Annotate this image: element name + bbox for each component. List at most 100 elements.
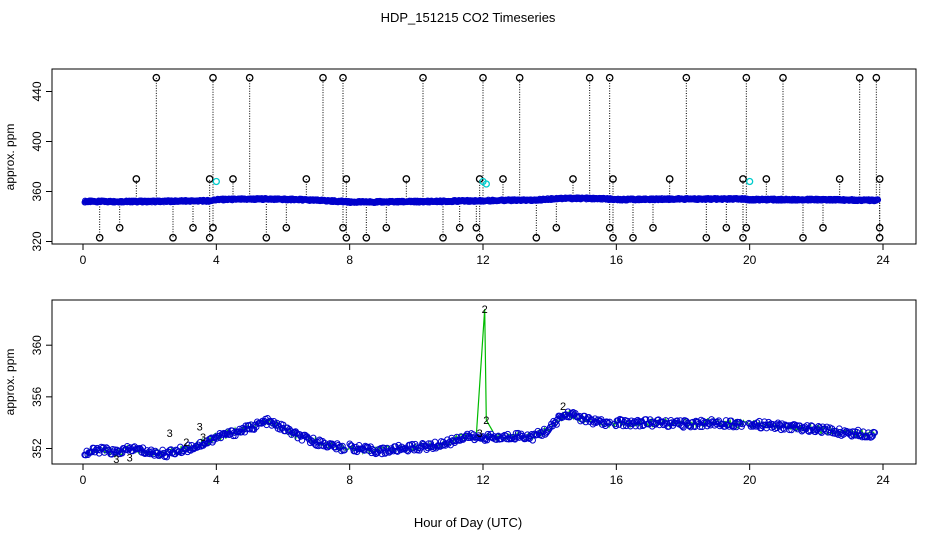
high-point (682, 73, 691, 82)
mean-point (523, 434, 530, 441)
low2-point (875, 223, 884, 232)
low2-point (209, 223, 217, 232)
low2-point (382, 223, 391, 232)
mid-point (762, 175, 771, 183)
mean-point (319, 438, 327, 445)
high-point (209, 73, 217, 82)
high-point (152, 73, 161, 82)
low-point (702, 233, 711, 242)
bottom-plot-frame (51, 299, 917, 465)
top-x-tick-label: 16 (610, 253, 624, 267)
top-axes: 0 4 8 12 16 20 24 320 360 400 440 (30, 81, 890, 267)
series-2-marker: 2 (483, 415, 489, 427)
top-plot-frame (51, 68, 917, 245)
mid-point (739, 175, 747, 183)
bottom-x-tick-label: 20 (743, 473, 757, 487)
mean-point (544, 427, 552, 434)
mean-point (605, 420, 612, 427)
low-point (95, 233, 104, 242)
high-point (742, 73, 751, 82)
mid-point (569, 175, 577, 183)
high-point (479, 73, 487, 82)
mean-point (443, 440, 450, 447)
bottom-x-tick-label: 16 (610, 473, 624, 487)
mean-point (679, 423, 686, 430)
mean-point (418, 442, 425, 450)
mean-point (871, 429, 878, 436)
low2-point (722, 223, 731, 232)
mean-point (378, 450, 386, 458)
low2-point (339, 223, 347, 232)
series-2-spike (475, 308, 494, 436)
mid-point (499, 175, 507, 183)
series-3-marker: 3 (200, 432, 206, 444)
top-x-tick-label: 20 (743, 253, 757, 267)
top-x-tick-label: 4 (213, 253, 220, 267)
top-x-tick-label: 24 (876, 253, 890, 267)
mean-point (787, 422, 794, 429)
bottom-x-tick-label: 4 (213, 473, 220, 487)
high-point (779, 73, 787, 82)
mean-point (869, 432, 876, 440)
low2-point (115, 223, 124, 232)
high-point (419, 73, 427, 82)
high-point (319, 73, 327, 82)
mean-point (232, 432, 239, 440)
x-axis-label: Hour of Day (UTC) (414, 515, 522, 530)
high-point (245, 73, 254, 82)
low-point (439, 233, 447, 242)
top-stems (99, 77, 881, 238)
flag-point (482, 180, 490, 188)
bottom-ylabel: approx. ppm (3, 349, 17, 416)
top-points (81, 73, 884, 242)
bottom-x-tick-label: 8 (346, 473, 353, 487)
series-2-marker: 2 (560, 401, 566, 413)
mid-point (229, 175, 237, 183)
mean-point (341, 446, 348, 454)
mid-point (302, 175, 311, 183)
high-point (872, 73, 881, 82)
low2-point (455, 223, 464, 232)
mean-point (678, 421, 685, 429)
series-3-marker: 3 (113, 454, 119, 466)
mean-point (230, 432, 237, 440)
mean-point (721, 423, 729, 430)
low-point (532, 233, 541, 242)
mean-point (490, 433, 498, 440)
bottom-axes: 0 4 8 12 16 20 24 352 356 360 (30, 335, 890, 487)
low2-point (605, 223, 614, 232)
mean-point (604, 418, 611, 426)
mid-point (342, 175, 351, 183)
mean-point (596, 417, 604, 425)
low-point (205, 233, 214, 242)
mean-point (778, 420, 786, 427)
mid-point (205, 175, 214, 183)
series-2-marker: 2 (482, 304, 488, 316)
top-y-tick-label: 360 (30, 181, 44, 201)
bottom-y-tick-label: 356 (30, 387, 44, 407)
low2-point (552, 223, 561, 232)
mean-point (696, 423, 704, 431)
mean-point (374, 448, 382, 456)
bottom-x-tick-label: 24 (876, 473, 890, 487)
mean-point (774, 419, 782, 427)
mean-point (240, 426, 248, 433)
top-y-tick-label: 320 (30, 231, 44, 251)
series-3-marker: 3 (167, 428, 173, 440)
mean-point (184, 448, 191, 456)
top-panel: approx. ppm 0 4 8 12 16 20 24 320 360 400 440 (3, 68, 917, 267)
low-point (262, 233, 271, 242)
mid-point (402, 175, 411, 183)
high-point (855, 73, 864, 82)
mean-point (336, 444, 343, 451)
high-point (605, 73, 614, 82)
mean-point (339, 442, 346, 450)
mean-point (665, 423, 673, 430)
series-2-marker: 2 (183, 437, 189, 449)
low-point (362, 233, 371, 242)
series-3-marker: 3 (127, 453, 133, 465)
bottom-y-tick-label: 360 (30, 335, 44, 355)
mean-point (316, 436, 323, 444)
mean-point (257, 419, 264, 427)
